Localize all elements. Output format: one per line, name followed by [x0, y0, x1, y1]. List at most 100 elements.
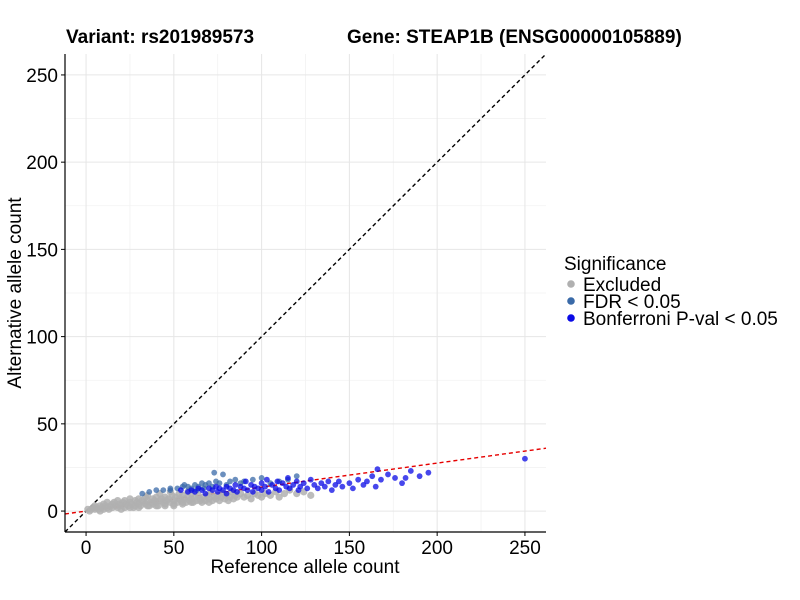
- data-point: [143, 502, 152, 510]
- data-point: [139, 490, 146, 497]
- grid-lines: [65, 54, 546, 532]
- data-point: [265, 488, 272, 495]
- data-point: [276, 487, 283, 494]
- data-point: [274, 478, 281, 485]
- data-point: [293, 478, 300, 485]
- data-point: [205, 498, 213, 506]
- data-point: [346, 480, 353, 487]
- data-point: [146, 488, 153, 495]
- data-points: [84, 455, 528, 515]
- data-point: [275, 493, 283, 501]
- x-tick-label: 50: [163, 538, 184, 559]
- data-point: [339, 483, 346, 490]
- data-point: [392, 475, 398, 481]
- reference-line-identity: [64, 53, 547, 533]
- data-point: [220, 471, 226, 478]
- data-point: [202, 490, 209, 497]
- data-point: [399, 480, 405, 487]
- legend-key: [567, 314, 575, 322]
- data-point: [263, 476, 270, 483]
- data-point: [372, 483, 379, 490]
- data-point: [227, 478, 233, 485]
- data-point: [135, 503, 143, 512]
- data-point: [325, 478, 332, 485]
- data-point: [152, 502, 160, 510]
- data-point: [247, 495, 255, 503]
- variant-title: Variant: rs201989573: [66, 27, 254, 48]
- data-point: [328, 487, 335, 494]
- data-point: [153, 487, 160, 494]
- data-point: [126, 503, 134, 512]
- legend-label: FDR < 0.05: [583, 292, 681, 313]
- tick-labels: 0 50 100 150 200 250 0 50 100 150 200 250: [26, 66, 540, 559]
- data-point: [249, 476, 256, 483]
- y-tick-label: 0: [47, 502, 58, 523]
- legend-label: Excluded: [583, 275, 661, 296]
- data-point: [402, 475, 409, 481]
- axes: [64, 54, 546, 533]
- data-point: [369, 473, 376, 480]
- data-point: [307, 491, 315, 499]
- series-0: [84, 486, 315, 515]
- data-point: [321, 483, 328, 490]
- series-2: [177, 455, 528, 497]
- legend-label: Bonferroni P-val < 0.05: [583, 309, 778, 330]
- data-point: [167, 487, 174, 494]
- x-tick-label: 200: [421, 538, 453, 559]
- data-point: [196, 496, 204, 505]
- y-tick-label: 100: [26, 328, 58, 349]
- data-point: [280, 490, 289, 498]
- data-point: [234, 488, 240, 495]
- data-point: [181, 481, 188, 488]
- legend-key: [567, 297, 575, 305]
- data-point: [161, 502, 169, 510]
- gene-title: Gene: STEAP1B (ENSG00000105889): [347, 27, 682, 48]
- x-tick-label: 250: [509, 538, 541, 559]
- x-tick-label: 0: [81, 538, 92, 559]
- data-point: [374, 466, 381, 473]
- x-axis-title: Reference allele count: [210, 557, 400, 578]
- data-point: [177, 487, 184, 494]
- legend-title: Significance: [564, 254, 666, 275]
- data-point: [179, 498, 187, 506]
- x-tick-label: 100: [246, 538, 278, 559]
- data-point: [242, 478, 249, 485]
- data-point: [232, 481, 239, 488]
- data-point: [223, 490, 230, 497]
- data-point: [262, 483, 269, 490]
- x-tick-label: 150: [334, 538, 366, 559]
- data-point: [407, 468, 414, 474]
- data-point: [416, 473, 423, 480]
- data-point: [307, 476, 314, 483]
- data-point: [300, 480, 307, 487]
- data-point: [385, 471, 391, 478]
- data-point: [522, 455, 528, 462]
- data-point: [285, 475, 291, 481]
- data-point: [249, 488, 256, 495]
- data-point: [170, 502, 178, 510]
- y-tick-label: 250: [26, 66, 58, 87]
- legend-key: [567, 280, 575, 288]
- data-point: [117, 505, 125, 513]
- data-point: [304, 485, 311, 492]
- data-point: [335, 478, 342, 485]
- data-point: [378, 476, 384, 483]
- data-point: [232, 476, 239, 483]
- data-point: [364, 478, 370, 485]
- data-point: [314, 485, 321, 492]
- y-tick-label: 50: [37, 415, 58, 436]
- data-point: [160, 487, 167, 494]
- data-point: [211, 469, 218, 476]
- data-point: [244, 487, 251, 494]
- data-point: [258, 475, 265, 481]
- data-point: [349, 485, 356, 492]
- data-point: [355, 476, 362, 483]
- data-point: [187, 498, 195, 506]
- y-tick-label: 200: [26, 153, 58, 174]
- data-point: [425, 469, 432, 476]
- y-axis-title: Alternative allele count: [5, 197, 26, 389]
- data-point: [293, 473, 300, 480]
- y-tick-label: 150: [26, 240, 58, 261]
